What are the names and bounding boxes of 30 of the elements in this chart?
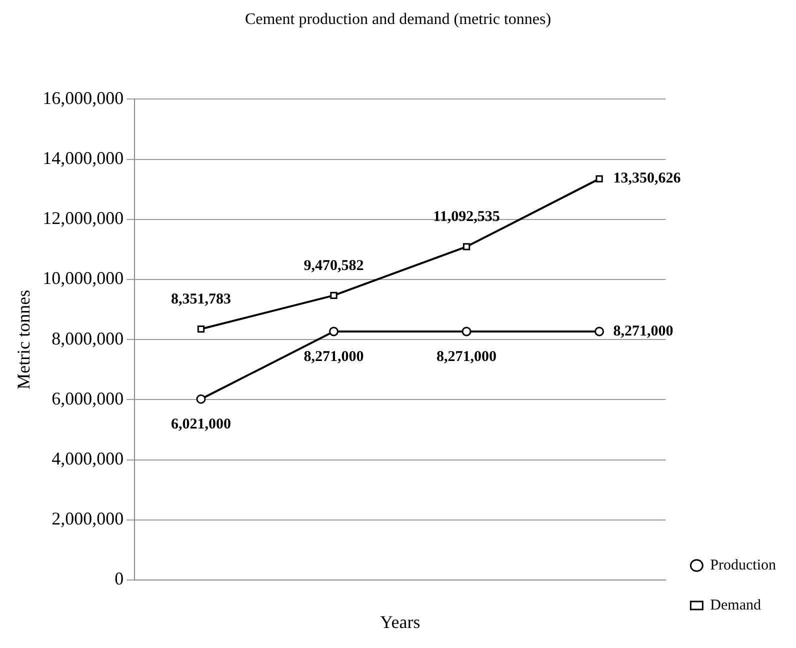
y-tick-label: 6,000,000	[52, 388, 124, 408]
point	[329, 326, 338, 336]
point	[596, 175, 603, 182]
y-tick-label: 2,000,000	[52, 508, 124, 529]
data-label: 11,092,535	[433, 209, 500, 226]
point	[462, 243, 470, 250]
x-axis-title: Years	[380, 612, 420, 632]
y-tick-label: 12,000,000	[42, 208, 124, 228]
y-tick-label: 14,000,000	[42, 148, 124, 168]
y-tick-label: 0	[114, 568, 124, 589]
y-tick-label: 4,000,000	[52, 448, 124, 469]
data-label: 8,271,000	[613, 323, 674, 340]
data-label: 8,271,000	[304, 348, 364, 365]
point	[462, 326, 472, 336]
chart-title: Cement production and demand (metric tonnes)	[244, 10, 552, 28]
point	[594, 326, 604, 336]
data-label: 8,271,000	[436, 348, 497, 365]
legend-label: Demand	[710, 597, 762, 614]
y-tick-label: 8,000,000	[52, 328, 124, 348]
data-label: 13,350,626	[613, 170, 682, 187]
data-label: 8,351,783	[170, 291, 231, 308]
y-tick-label: 10,000,000	[42, 268, 124, 288]
legend-label: Production	[710, 557, 776, 574]
data-label: 6,021,000	[170, 416, 231, 432]
data-label: 9,470,582	[304, 258, 364, 274]
point	[330, 292, 338, 299]
point	[197, 325, 205, 333]
y-tick-label: 16,000,000	[42, 88, 124, 108]
y-axis-title: Metric tonnes	[14, 290, 34, 390]
point	[196, 394, 206, 404]
